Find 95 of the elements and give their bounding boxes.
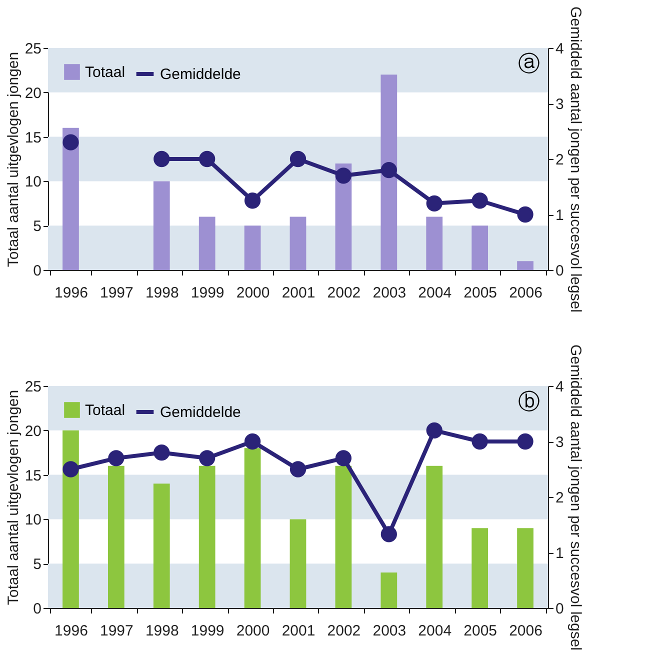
legend-label: Gemiddelde bbox=[160, 404, 241, 421]
bar bbox=[198, 466, 216, 608]
y2-axis-title: Gemiddeld aantal jongen per succesvol legsel bbox=[566, 344, 584, 651]
x-tick-label: 2000 bbox=[236, 622, 270, 640]
point bbox=[335, 168, 352, 184]
bar bbox=[153, 181, 170, 270]
x-tick-label: 1999 bbox=[190, 622, 224, 640]
y2-tick-label: 0 bbox=[556, 600, 564, 618]
point bbox=[426, 195, 442, 212]
x-tick-label: 1999 bbox=[190, 284, 224, 302]
bar bbox=[472, 226, 488, 270]
point bbox=[517, 206, 534, 223]
y-tick-label: 0 bbox=[33, 600, 42, 618]
point bbox=[380, 162, 397, 178]
x-tick-label: 2006 bbox=[509, 622, 542, 640]
y2-tick-label: 1 bbox=[556, 207, 564, 224]
point bbox=[426, 422, 442, 438]
x-tick-label: 2003 bbox=[372, 622, 406, 640]
bar bbox=[62, 430, 79, 608]
annotation: ⓑ bbox=[518, 389, 540, 414]
bar bbox=[472, 528, 488, 608]
point bbox=[517, 433, 534, 450]
point bbox=[62, 461, 79, 478]
y2-tick-label: 2 bbox=[556, 152, 564, 168]
x-tick-label: 2005 bbox=[464, 284, 498, 302]
y2-tick-label: 3 bbox=[556, 96, 564, 113]
bar bbox=[426, 216, 443, 270]
y-axis-title: Totaal aantal uitgevlogen jongen bbox=[4, 52, 22, 268]
point bbox=[380, 526, 397, 542]
point bbox=[154, 150, 170, 168]
bar bbox=[244, 448, 261, 608]
point bbox=[335, 450, 352, 466]
x-tick-label: 2005 bbox=[464, 622, 498, 640]
point bbox=[472, 192, 488, 209]
x-tick-label: 1998 bbox=[145, 284, 179, 302]
x-tick-label: 2004 bbox=[418, 284, 452, 302]
y-tick-label: 25 bbox=[24, 378, 42, 396]
legend-label: Totaal bbox=[85, 64, 126, 81]
legend-label: Gemiddelde bbox=[160, 66, 241, 83]
bar bbox=[108, 466, 124, 608]
point bbox=[154, 444, 170, 461]
point bbox=[472, 433, 488, 450]
y2-tick-label: 2 bbox=[556, 490, 564, 506]
x-tick-label: 1997 bbox=[100, 622, 134, 640]
y2-tick-label: 4 bbox=[556, 378, 564, 396]
bar bbox=[335, 466, 352, 608]
y-tick-label: 5 bbox=[33, 556, 42, 574]
x-tick-label: 1997 bbox=[100, 284, 134, 302]
bar bbox=[380, 74, 398, 270]
bar bbox=[517, 528, 534, 608]
y-tick-label: 10 bbox=[24, 512, 42, 529]
bar bbox=[517, 261, 534, 270]
point bbox=[290, 461, 306, 478]
x-tick-label: 2001 bbox=[282, 622, 316, 640]
x-tick-label: 1996 bbox=[54, 622, 88, 640]
bar bbox=[380, 572, 398, 608]
point bbox=[290, 150, 306, 168]
bar bbox=[153, 484, 170, 608]
y2-axis-title: Gemiddeld aantal jongen per succesvol legsel bbox=[566, 6, 584, 313]
point bbox=[62, 134, 79, 150]
y2-tick-label: 3 bbox=[556, 434, 564, 451]
x-tick-label: 2003 bbox=[372, 284, 406, 302]
x-tick-label: 2001 bbox=[282, 284, 316, 302]
y2-tick-label: 4 bbox=[556, 40, 564, 58]
bar bbox=[290, 519, 306, 608]
y2-tick-label: 1 bbox=[556, 545, 564, 562]
x-tick-label: 2002 bbox=[327, 622, 361, 640]
point bbox=[199, 450, 216, 466]
y-tick-label: 10 bbox=[24, 174, 42, 191]
y-tick-label: 25 bbox=[24, 40, 42, 58]
y-tick-label: 5 bbox=[33, 218, 42, 236]
y-tick-label: 0 bbox=[33, 262, 42, 280]
y2-tick-label: 0 bbox=[556, 262, 564, 280]
y-tick-label: 15 bbox=[24, 467, 42, 484]
bar bbox=[198, 216, 216, 270]
y-tick-label: 20 bbox=[24, 84, 42, 102]
point bbox=[244, 433, 261, 450]
point bbox=[108, 450, 124, 466]
bar bbox=[244, 226, 261, 270]
x-tick-label: 1998 bbox=[145, 622, 179, 640]
y-tick-label: 15 bbox=[24, 129, 42, 146]
legend-label: Totaal bbox=[85, 402, 126, 419]
bar bbox=[426, 466, 443, 608]
x-tick-label: 2002 bbox=[327, 284, 361, 302]
y-tick-label: 20 bbox=[24, 422, 42, 440]
point bbox=[199, 150, 216, 168]
point bbox=[244, 192, 261, 209]
x-tick-label: 2000 bbox=[236, 284, 270, 302]
annotation: ⓐ bbox=[518, 51, 540, 76]
bar bbox=[62, 128, 79, 270]
x-tick-label: 2006 bbox=[509, 284, 542, 302]
x-tick-label: 2004 bbox=[418, 622, 452, 640]
y-axis-title: Totaal aantal uitgevlogen jongen bbox=[4, 390, 22, 606]
bar bbox=[290, 216, 306, 270]
x-tick-label: 1996 bbox=[54, 284, 88, 302]
